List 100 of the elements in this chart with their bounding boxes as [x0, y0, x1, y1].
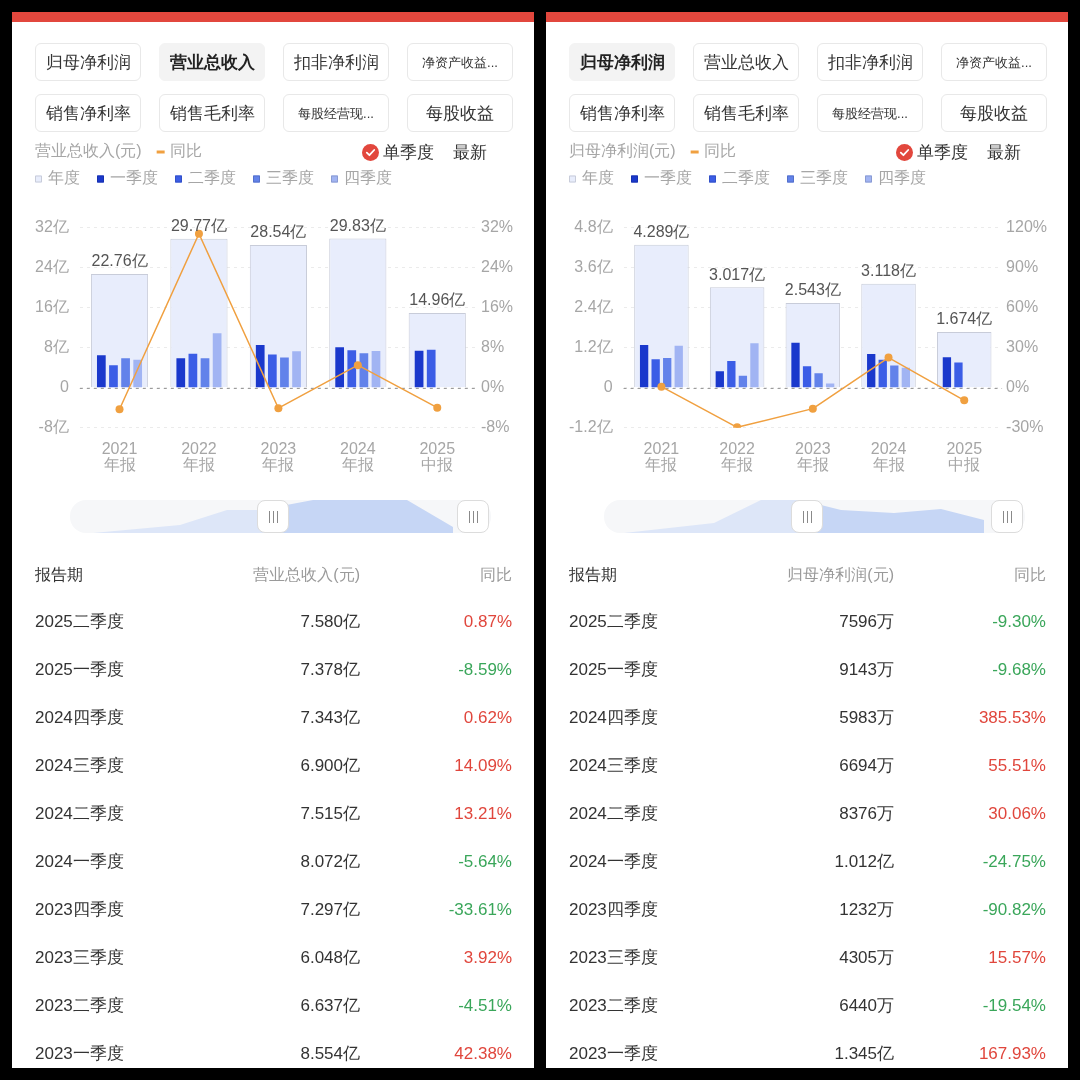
x-tick-label: 2025 中报	[946, 440, 983, 474]
y-tick-label: 8亿	[43, 338, 69, 356]
bar	[674, 345, 683, 388]
y2-tick-label: -30%	[1006, 418, 1044, 436]
bar	[802, 366, 812, 388]
bar	[715, 371, 724, 388]
text: 14.09%	[454, 755, 512, 775]
text: 3.92%	[463, 947, 512, 967]
point	[808, 404, 817, 413]
text: 2025二季度	[569, 611, 658, 631]
tab-button: 销售净利率	[569, 94, 675, 132]
y-tick-label: 2.4亿	[574, 298, 613, 316]
text: 0.62%	[463, 707, 512, 727]
data-label: 28.54亿	[250, 223, 307, 241]
point	[960, 396, 969, 405]
legend-label: 三季度	[266, 169, 314, 187]
text: 2025一季度	[35, 659, 124, 679]
data-label: 29.77亿	[170, 217, 227, 235]
point	[353, 361, 362, 370]
text: -90.82%	[982, 899, 1046, 919]
bar	[96, 355, 106, 388]
y2-tick-label: 60%	[1006, 298, 1039, 316]
text: 单季度	[383, 142, 434, 162]
legend-label: 一季度	[644, 169, 692, 187]
x-tick-label: 2023 年报	[795, 440, 831, 474]
y2-tick-label: 32%	[480, 218, 514, 236]
text: 2023三季度	[35, 947, 124, 967]
bar	[188, 353, 198, 388]
bar	[750, 343, 759, 388]
text: 6.048亿	[300, 947, 360, 967]
point	[274, 404, 283, 413]
tab-button: 营业总收入	[159, 43, 265, 81]
data-label: 3.118亿	[861, 262, 916, 280]
bar	[426, 349, 436, 388]
y2-tick-label: 90%	[1006, 258, 1039, 276]
tab-button: 营业总收入	[693, 43, 799, 81]
y2-tick-label: 0%	[480, 378, 505, 396]
text: 385.53%	[978, 707, 1046, 727]
data-label: 4.289亿	[633, 223, 690, 241]
x-tick-label: 2023 年报	[260, 440, 297, 474]
point	[884, 353, 893, 362]
bar	[738, 375, 748, 388]
y-tick-label: 32亿	[35, 218, 69, 236]
text: 4305万	[839, 947, 894, 967]
text: 2024三季度	[35, 755, 124, 775]
text: 15.57%	[988, 947, 1046, 967]
tab-button: 销售毛利率	[693, 94, 799, 132]
text: 2025一季度	[569, 659, 658, 679]
bar	[335, 347, 345, 388]
text: 2024二季度	[569, 803, 658, 823]
text: 55.51%	[988, 755, 1046, 775]
x-tick-label: 2024 年报	[870, 440, 907, 474]
text: 5983万	[839, 707, 894, 727]
legend-label: 一季度	[110, 169, 158, 187]
bar	[280, 357, 289, 388]
tab-button: 每股收益	[941, 94, 1047, 132]
data-label: 2.543亿	[784, 281, 841, 299]
text: -8.59%	[458, 659, 512, 679]
tab-button: 每股经营现...	[817, 94, 923, 132]
legend-label: 三季度	[800, 169, 848, 187]
text: 2024一季度	[569, 851, 658, 871]
text: -9.30%	[992, 611, 1046, 631]
x-tick-label: 2025 中报	[419, 440, 456, 474]
text: 1.345亿	[834, 1043, 894, 1063]
x-tick-label: 2021 年报	[101, 440, 138, 474]
text: 7.580亿	[300, 611, 360, 631]
bar	[212, 333, 222, 388]
bar	[109, 365, 118, 388]
bar	[176, 358, 186, 388]
data-label: 14.96亿	[409, 291, 466, 309]
text: 13.21%	[454, 803, 512, 823]
bar	[867, 353, 876, 388]
text: -24.75%	[982, 851, 1046, 871]
y2-tick-label: 8%	[480, 338, 505, 356]
tab-button: 销售净利率	[35, 94, 141, 132]
bar	[791, 342, 800, 388]
bar	[942, 357, 952, 388]
text: 2023二季度	[35, 995, 124, 1015]
bar	[901, 367, 910, 388]
data-label: 3.017亿	[709, 265, 766, 283]
text: 2025二季度	[35, 611, 124, 631]
tab-button: 每股经营现...	[283, 94, 389, 132]
text: 2023二季度	[569, 995, 658, 1015]
y-tick-label: 24亿	[35, 258, 69, 276]
x-tick-label: 2021 年报	[643, 440, 680, 474]
text: 42.38%	[454, 1043, 512, 1063]
data-label: 22.76亿	[91, 252, 148, 270]
data-label: 29.83亿	[329, 216, 386, 234]
legend-label: 二季度	[722, 169, 770, 187]
text: 2024四季度	[35, 707, 124, 727]
text: -33.61%	[448, 899, 512, 919]
bar	[727, 361, 736, 388]
y2-tick-label: 30%	[1006, 338, 1039, 356]
y2-tick-label: 24%	[480, 258, 514, 276]
tab-button: 净资产收益...	[407, 43, 513, 81]
y-tick-label: 3.6亿	[574, 258, 613, 276]
bar	[347, 350, 357, 388]
text: 最新	[987, 142, 1021, 162]
text: 9143万	[839, 659, 894, 679]
bar	[292, 351, 301, 388]
